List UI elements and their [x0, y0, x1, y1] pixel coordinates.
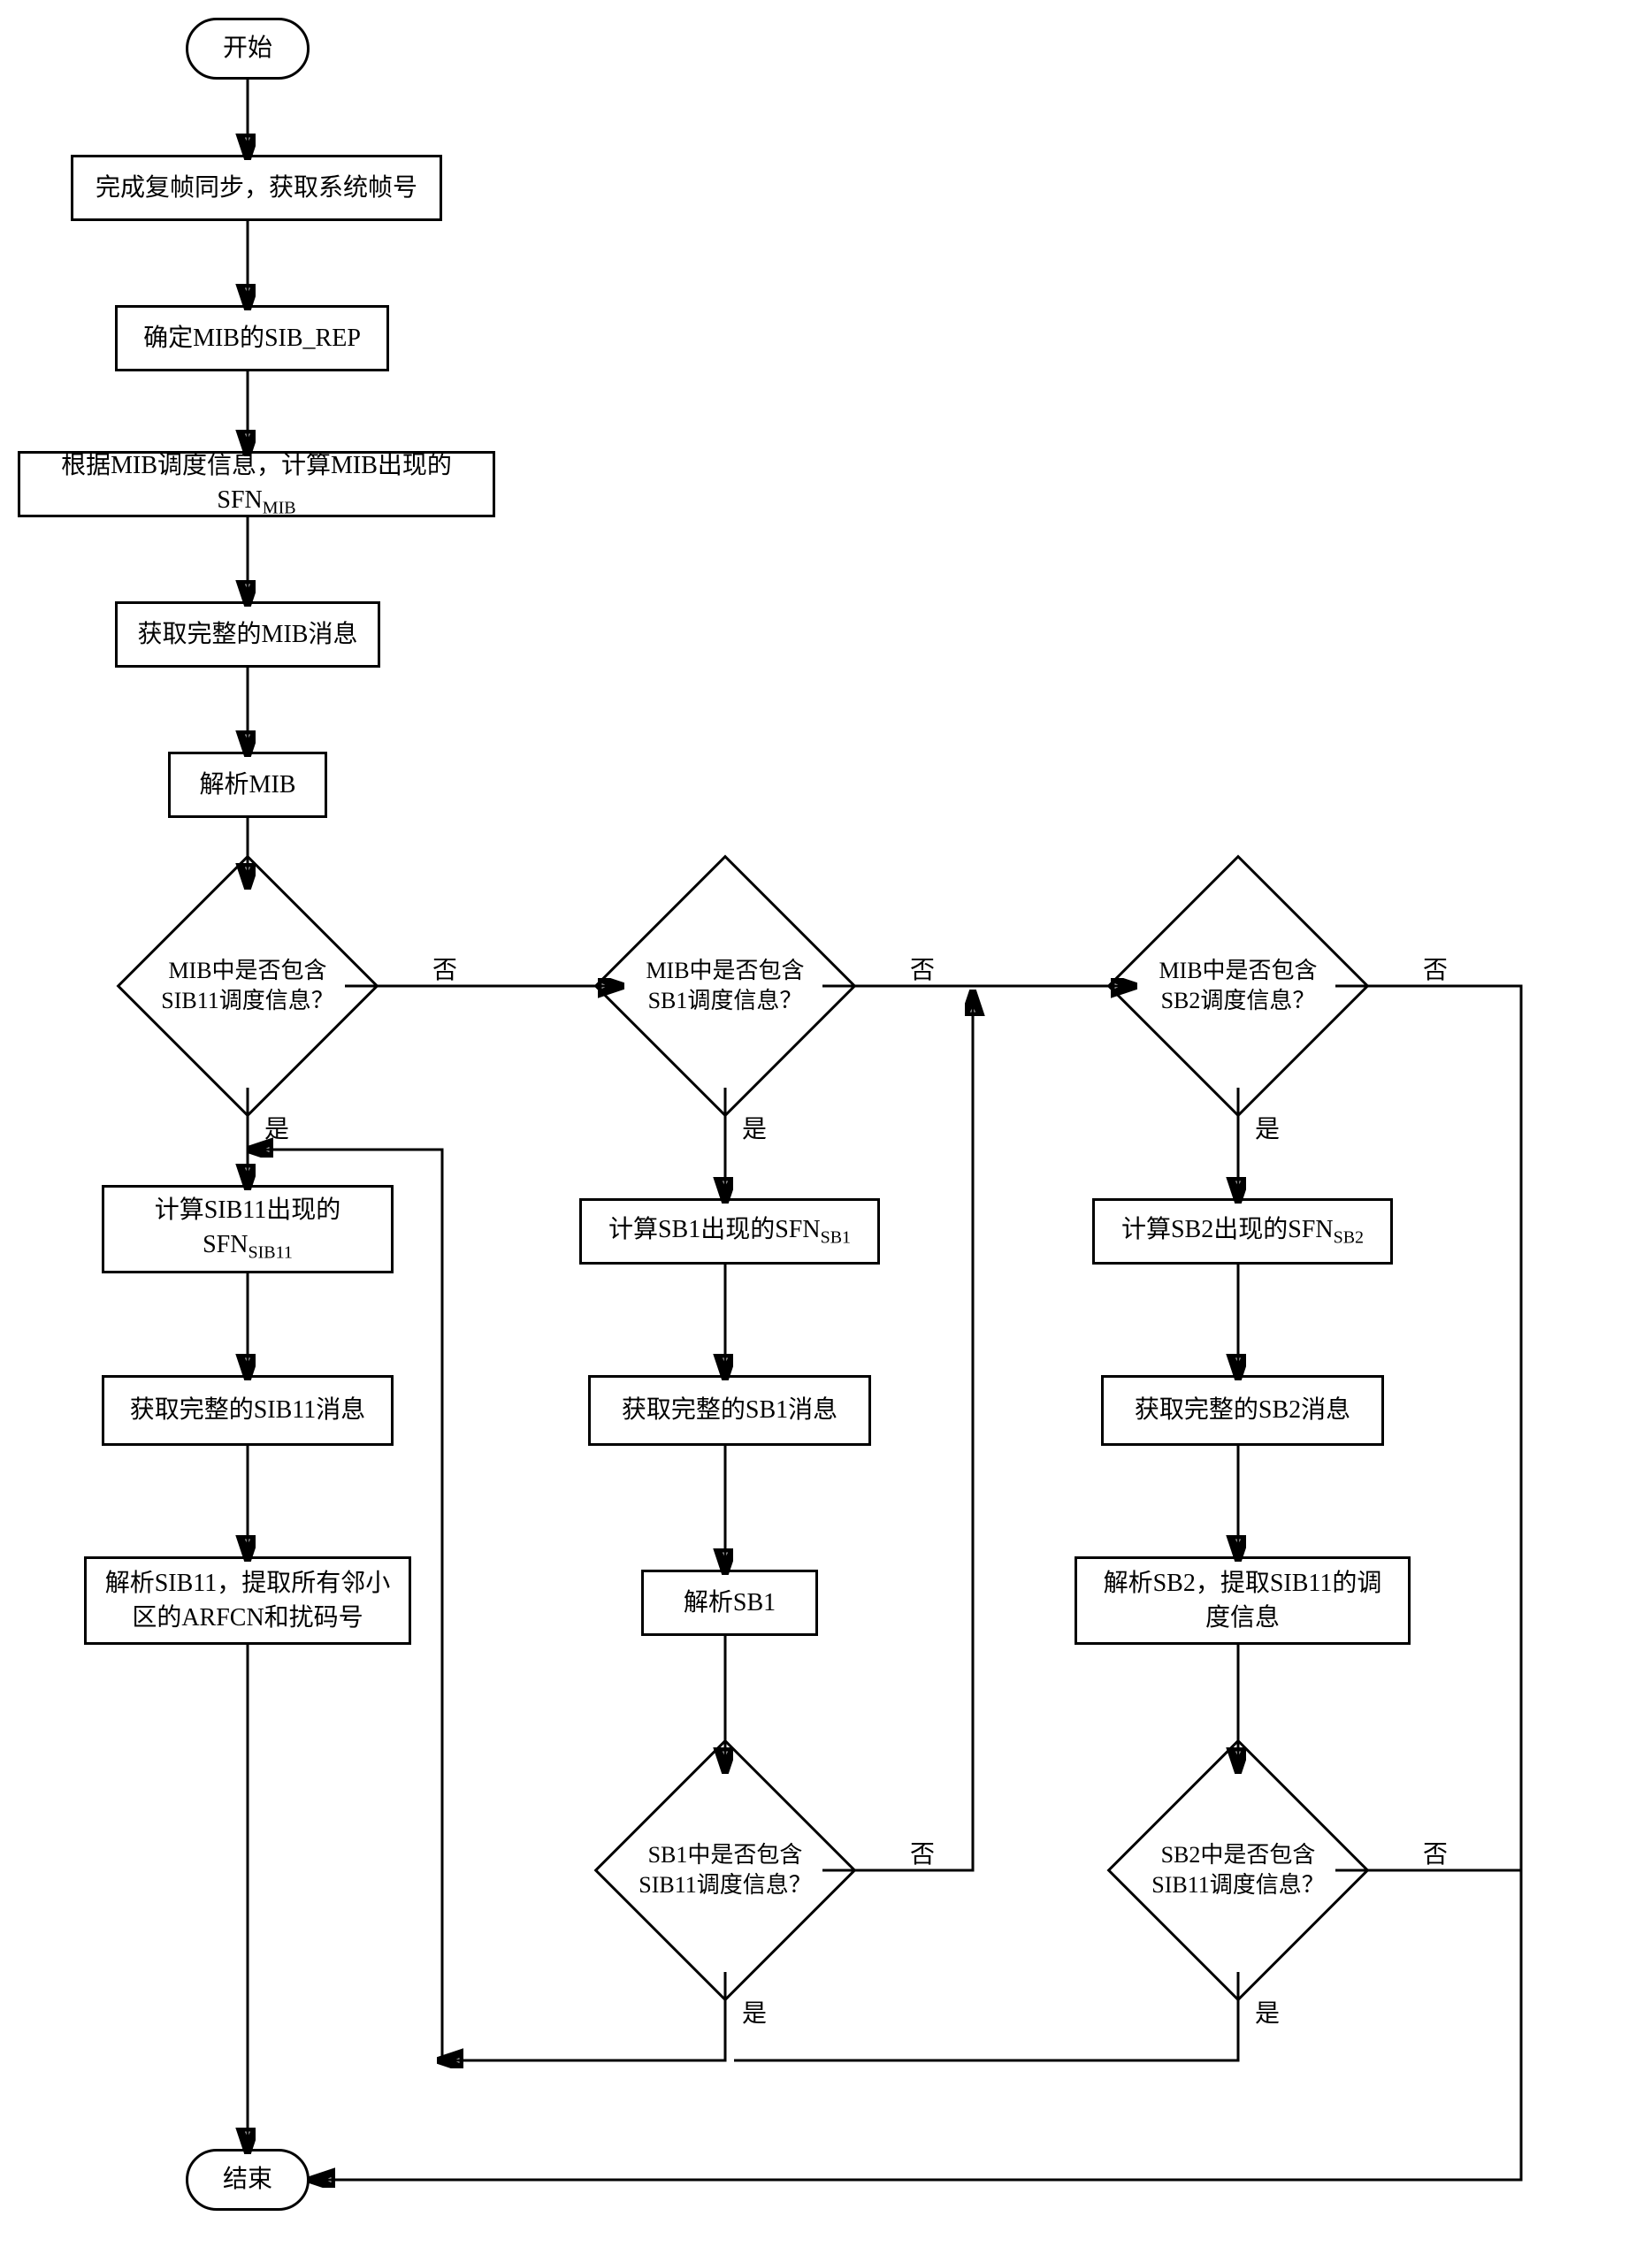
d5-text: SB2中是否包含SIB11调度信息？ [1107, 1840, 1369, 1900]
p9-text: 计算SB1出现的SFNSB1 [608, 1212, 851, 1250]
d4-yes: 是 [738, 1994, 770, 2029]
d3-yes: 是 [1251, 1110, 1283, 1145]
process-parse-sib11: 解析SIB11，提取所有邻小区的ARFCN和扰码号 [84, 1556, 411, 1645]
p3-text: 根据MIB调度信息，计算MIB出现的SFNMIB [34, 448, 478, 521]
d4-no: 否 [906, 1835, 938, 1870]
process-get-sib11: 获取完整的SIB11消息 [102, 1375, 394, 1446]
p14-text: 解析SB2，提取SIB11的调度信息 [1091, 1566, 1394, 1635]
process-calc-sb1: 计算SB1出现的SFNSB1 [579, 1198, 880, 1265]
process-parse-mib: 解析MIB [168, 752, 327, 818]
start-label: 开始 [223, 31, 272, 65]
p7-text: 获取完整的SIB11消息 [130, 1393, 366, 1427]
decision-mib-sb2: MIB中是否包含SB2调度信息？ [1145, 893, 1331, 1079]
process-get-sb2: 获取完整的SB2消息 [1101, 1375, 1384, 1446]
p2-text: 确定MIB的SIB_REP [143, 321, 361, 355]
d1-no: 否 [429, 951, 461, 986]
process-parse-sb1: 解析SB1 [641, 1570, 818, 1636]
decision-sb2-sib11: SB2中是否包含SIB11调度信息？ [1145, 1777, 1331, 1963]
process-calc-sib11: 计算SIB11出现的SFNSIB11 [102, 1185, 394, 1273]
decision-mib-sb1: MIB中是否包含SB1调度信息？ [632, 893, 818, 1079]
p13-text: 获取完整的SB2消息 [1135, 1393, 1350, 1427]
d5-no: 否 [1419, 1835, 1451, 1870]
p6-text: 计算SIB11出现的SFNSIB11 [155, 1193, 341, 1265]
process-parse-sb2: 解析SB2，提取SIB11的调度信息 [1075, 1556, 1411, 1645]
process-calc-sfnmib: 根据MIB调度信息，计算MIB出现的SFNMIB [18, 451, 495, 517]
start-terminator: 开始 [186, 18, 310, 80]
p10-text: 获取完整的SB1消息 [622, 1393, 837, 1427]
p4-text: 获取完整的MIB消息 [138, 617, 358, 652]
d3-no: 否 [1419, 951, 1451, 986]
process-get-sb1: 获取完整的SB1消息 [588, 1375, 871, 1446]
d1-yes: 是 [261, 1110, 293, 1145]
p12-text: 计算SB2出现的SFNSB2 [1121, 1212, 1364, 1250]
d2-no: 否 [906, 951, 938, 986]
end-terminator: 结束 [186, 2149, 310, 2211]
process-mib-sibrep: 确定MIB的SIB_REP [115, 305, 389, 371]
decision-mib-sib11: MIB中是否包含SIB11调度信息？ [155, 893, 340, 1079]
d3-text: MIB中是否包含SB2调度信息？ [1107, 956, 1369, 1016]
d5-yes: 是 [1251, 1994, 1283, 2029]
process-calc-sb2: 计算SB2出现的SFNSB2 [1092, 1198, 1393, 1265]
p1-text: 完成复帧同步，获取系统帧号 [96, 171, 417, 205]
p5-text: 解析MIB [200, 768, 296, 802]
p11-text: 解析SB1 [684, 1586, 776, 1620]
end-label: 结束 [223, 2162, 272, 2197]
d4-text: SB1中是否包含SIB11调度信息？ [594, 1840, 856, 1900]
decision-sb1-sib11: SB1中是否包含SIB11调度信息？ [632, 1777, 818, 1963]
d2-text: MIB中是否包含SB1调度信息？ [594, 956, 856, 1016]
d1-text: MIB中是否包含SIB11调度信息？ [117, 956, 379, 1016]
process-get-mib: 获取完整的MIB消息 [115, 601, 380, 668]
p8-text: 解析SIB11，提取所有邻小区的ARFCN和扰码号 [101, 1566, 394, 1635]
process-frame-sync: 完成复帧同步，获取系统帧号 [71, 155, 442, 221]
d2-yes: 是 [738, 1110, 770, 1145]
